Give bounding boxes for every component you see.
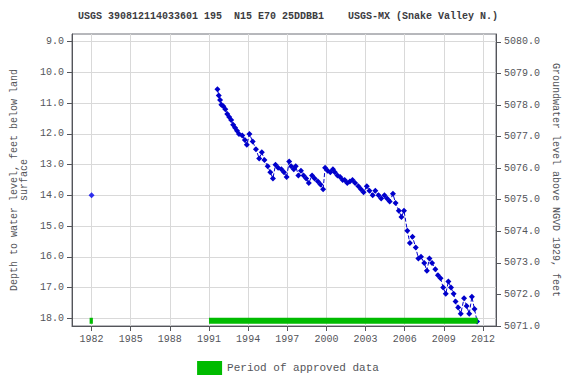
svg-text:17.0: 17.0	[40, 282, 64, 293]
svg-text:5073.0: 5073.0	[504, 257, 540, 268]
svg-text:1991: 1991	[197, 334, 221, 345]
svg-text:2012: 2012	[471, 334, 495, 345]
svg-text:1997: 1997	[275, 334, 299, 345]
svg-text:Period of approved data: Period of approved data	[227, 362, 379, 374]
svg-text:5077.0: 5077.0	[504, 131, 540, 142]
svg-text:15.0: 15.0	[40, 221, 64, 232]
svg-text:5080.0: 5080.0	[504, 36, 540, 47]
svg-text:5075.0: 5075.0	[504, 194, 540, 205]
svg-text:2009: 2009	[432, 334, 456, 345]
svg-text:1988: 1988	[158, 334, 182, 345]
svg-text:2003: 2003	[354, 334, 378, 345]
svg-text:USGS 390812114033601 195 N15: USGS 390812114033601 195 N15 E70 25DDBB1…	[78, 11, 498, 22]
svg-text:5078.0: 5078.0	[504, 100, 540, 111]
svg-text:Depth to water level, feet bel: Depth to water level, feet below land	[8, 69, 20, 291]
svg-text:11.0: 11.0	[40, 98, 64, 109]
svg-text:5076.0: 5076.0	[504, 163, 540, 174]
svg-text:2000: 2000	[314, 334, 338, 345]
svg-text:16.0: 16.0	[40, 251, 64, 262]
svg-text:10.0: 10.0	[40, 67, 64, 78]
svg-text:5074.0: 5074.0	[504, 226, 540, 237]
svg-text:surface: surface	[19, 159, 30, 201]
svg-text:2006: 2006	[393, 334, 417, 345]
svg-text:1985: 1985	[119, 334, 143, 345]
svg-text:5072.0: 5072.0	[504, 289, 540, 300]
svg-text:5079.0: 5079.0	[504, 68, 540, 79]
svg-text:14.0: 14.0	[40, 190, 64, 201]
svg-text:1994: 1994	[236, 334, 260, 345]
svg-text:Groundwater level above NGVD 1: Groundwater level above NGVD 1929, feet	[550, 63, 561, 297]
svg-text:12.0: 12.0	[40, 128, 64, 139]
svg-text:1982: 1982	[80, 334, 104, 345]
svg-text:18.0: 18.0	[40, 313, 64, 324]
svg-text:13.0: 13.0	[40, 159, 64, 170]
svg-text:9.0: 9.0	[46, 36, 64, 47]
svg-text:5071.0: 5071.0	[504, 321, 540, 332]
